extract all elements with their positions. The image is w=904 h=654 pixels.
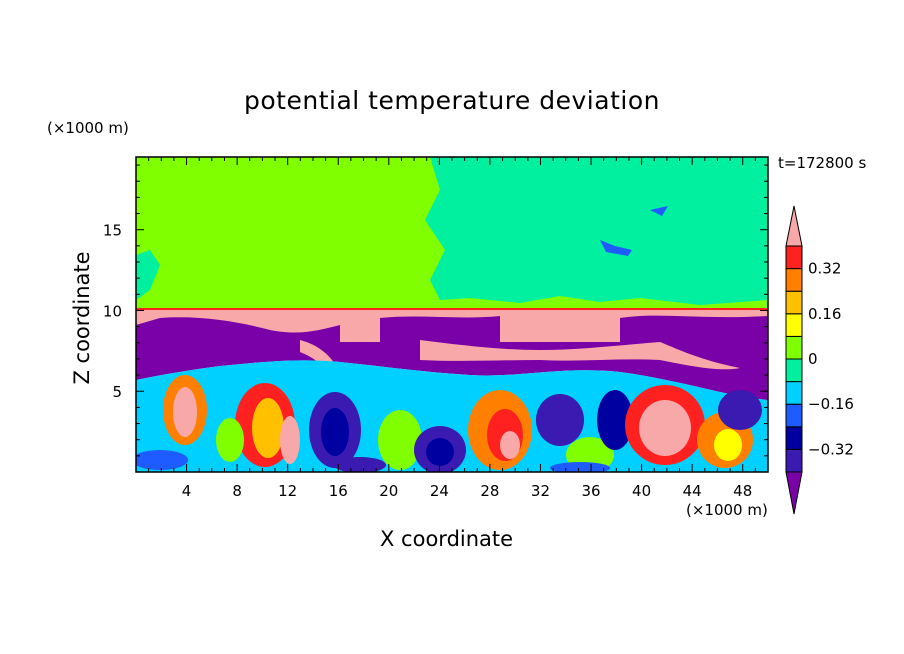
eddy xyxy=(536,394,584,446)
colorbar-bin xyxy=(785,245,803,270)
colorbar-bin xyxy=(785,290,803,315)
eddy xyxy=(426,438,454,466)
colorbar-bin xyxy=(785,335,803,360)
x-axis-unit: (×1000 m) xyxy=(686,501,768,519)
colorbar-label: 0.32 xyxy=(808,260,841,278)
x-tick-label: 16 xyxy=(329,482,348,500)
eddy xyxy=(216,418,244,462)
z-axis-unit: (×1000 m) xyxy=(47,119,129,137)
colorbar-bin xyxy=(785,358,803,383)
upper-negative-patch xyxy=(425,157,768,305)
x-tick-label: 12 xyxy=(278,482,297,500)
upper-left-negative-patch xyxy=(136,250,160,300)
x-tick-label: 8 xyxy=(232,482,242,500)
colorbar: 0.32 0.16 0 −0.16 −0.32 xyxy=(785,205,854,515)
eddy xyxy=(714,429,742,461)
colorbar-label: −0.32 xyxy=(808,440,854,458)
colorbar-label: 0.16 xyxy=(808,305,841,323)
x-axis-label: X coordinate xyxy=(380,527,514,551)
eddy xyxy=(252,398,284,458)
eddy xyxy=(334,457,386,472)
eddies xyxy=(136,375,762,472)
eddy xyxy=(378,410,422,470)
eddy xyxy=(550,462,610,472)
x-tick-label: 40 xyxy=(632,482,651,500)
x-tick-label: 32 xyxy=(531,482,550,500)
eddy xyxy=(718,390,762,430)
colorbar-bin xyxy=(785,268,803,292)
cold-pocket-1 xyxy=(136,317,340,342)
colorbar-bin xyxy=(785,403,803,428)
colorbar-extend-high xyxy=(785,205,803,247)
eddy xyxy=(280,416,300,464)
x-tick-label: 36 xyxy=(581,482,600,500)
eddy xyxy=(136,450,188,470)
x-tick-label: 28 xyxy=(480,482,499,500)
eddy xyxy=(597,390,633,450)
y-tick-label: 10 xyxy=(103,302,122,320)
y-tick-label: 5 xyxy=(112,383,122,401)
warm-intrusion-1 xyxy=(300,340,372,429)
eddy xyxy=(500,431,520,459)
colorbar-label: 0 xyxy=(808,350,818,368)
colorbar-bin xyxy=(785,448,803,473)
x-tick-label: 4 xyxy=(182,482,192,500)
x-tick-label: 20 xyxy=(379,482,398,500)
eddy xyxy=(639,400,691,456)
x-axis: 4 8 12 16 20 24 28 32 36 40 44 48 xyxy=(148,157,756,500)
colorbar-label: −0.16 xyxy=(808,395,854,413)
upper-blue-speck-2 xyxy=(650,206,668,216)
cold-pocket-2 xyxy=(380,316,500,342)
eddy xyxy=(173,387,197,437)
timestamp-label: t=172800 s xyxy=(778,154,867,172)
x-tick-label: 48 xyxy=(733,482,752,500)
contour-field xyxy=(136,157,768,472)
x-tick-label: 24 xyxy=(430,482,449,500)
y-axis-label-text: Z coordinate xyxy=(70,251,94,385)
colorbar-bin xyxy=(785,426,803,450)
colorbar-extend-low xyxy=(785,471,803,515)
y-axis-label: Z coordinate xyxy=(70,185,94,384)
upper-blue-speck-1 xyxy=(600,240,632,256)
chart-title: potential temperature deviation xyxy=(244,86,660,115)
y-axis: 5 10 15 xyxy=(103,164,768,457)
x-tick-label: 44 xyxy=(683,482,702,500)
y-tick-label: 15 xyxy=(103,222,122,240)
colorbar-bin xyxy=(785,313,803,337)
eddy xyxy=(321,408,349,456)
warm-intrusion-2 xyxy=(420,340,740,370)
colorbar-bin xyxy=(785,381,803,405)
cold-pocket-3 xyxy=(620,315,768,342)
